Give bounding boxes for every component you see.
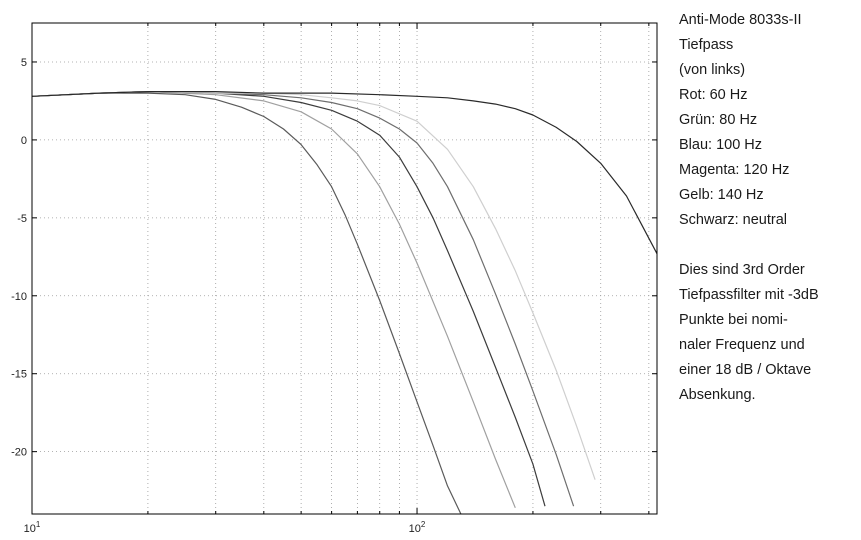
- legend-entry: Blau: 100 Hz: [679, 137, 763, 153]
- legend-entry: Gelb: 140 Hz: [679, 187, 764, 203]
- y-tick-label: -20: [11, 447, 27, 459]
- legend-entry: Rot: 60 Hz: [679, 87, 748, 103]
- legend-entry: Schwarz: neutral: [679, 212, 787, 228]
- y-tick-label: -10: [11, 291, 27, 303]
- note-line: naler Frequenz und: [679, 337, 805, 353]
- series-line: [32, 90, 657, 254]
- note-line: Absenkung.: [679, 387, 756, 403]
- series-line: [32, 90, 575, 507]
- series-line: [32, 90, 516, 509]
- chart-grid: [32, 23, 657, 514]
- series-line: [32, 90, 596, 480]
- plot-frame: [31, 22, 658, 515]
- note-line: Dies sind 3rd Order: [679, 262, 805, 278]
- description-note: Dies sind 3rd Order Tiefpassfilter mit -…: [679, 258, 861, 408]
- legend-subtitle: Tiefpass: [679, 37, 734, 53]
- note-line: Punkte bei nomi-: [679, 312, 788, 328]
- legend-title: Anti-Mode 8033s-II: [679, 12, 802, 28]
- note-line: einer 18 dB / Oktave: [679, 362, 812, 378]
- y-tick-label: 0: [21, 135, 27, 147]
- chart-series: [32, 90, 657, 514]
- y-tick-label: -5: [17, 213, 27, 225]
- legend-panel: Anti-Mode 8033s-II Tiefpass (von links) …: [679, 8, 861, 233]
- y-tick-label: 5: [21, 57, 27, 69]
- series-line: [32, 90, 546, 507]
- x-tick-label: 101: [24, 520, 41, 535]
- x-axis-ticks: 101 102: [24, 23, 650, 535]
- series-line: [32, 92, 462, 514]
- x-tick-label: 102: [409, 520, 426, 535]
- legend-entry: Grün: 80 Hz: [679, 112, 758, 128]
- y-axis-ticks: 5 0 -5 -10 -15 -20: [11, 57, 657, 459]
- legend-entry: Magenta: 120 Hz: [679, 162, 790, 178]
- note-line: Tiefpassfilter mit -3dB: [679, 287, 819, 303]
- legend-order-note: (von links): [679, 62, 746, 78]
- y-tick-label: -15: [11, 369, 27, 381]
